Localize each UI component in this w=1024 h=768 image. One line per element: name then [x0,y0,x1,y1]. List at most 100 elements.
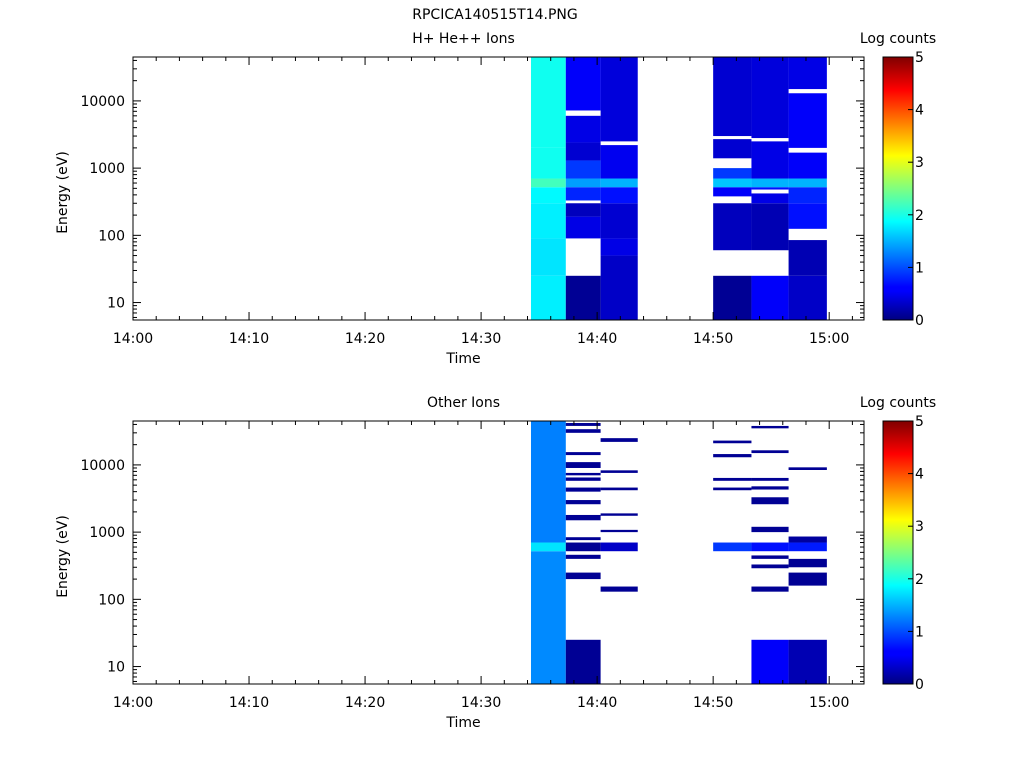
heatmap-cell [751,586,789,592]
heatmap-cell [530,187,566,204]
figure-title: RPCICA140515T14.PNG [412,7,577,23]
heatmap-cell [788,203,827,229]
heatmap-cell [565,500,601,505]
heatmap-cell [565,160,601,179]
heatmap-cell [565,462,601,468]
heatmap-cell [565,423,601,426]
heatmap-cell [565,537,601,541]
colorbar-tick-label: 5 [915,414,924,430]
y-axis-label: Energy (eV) [55,151,71,234]
heatmap-cell [565,275,601,320]
y-tick-label: 1000 [89,161,125,177]
x-tick-label: 14:50 [693,331,733,347]
heatmap-cell [751,497,789,505]
heatmap-cell [600,238,638,256]
colorbar-tick-label: 1 [915,624,924,640]
heatmap-cell [788,572,827,586]
y-tick-label: 10 [107,660,125,676]
x-axis-label: Time [445,351,480,367]
heatmap-cell [530,238,566,276]
heatmap-cell [751,639,789,684]
colorbar [882,420,914,685]
x-tick-label: 14:10 [229,695,269,711]
heatmap-cell [751,275,789,320]
heatmap-cell [600,203,638,239]
heatmap-cell [600,438,638,442]
heatmap-cell [751,450,789,454]
panel-title: H+ He++ Ions [412,31,515,47]
heatmap-cell [788,57,827,90]
y-tick-label: 100 [98,592,125,608]
heatmap-cell [751,141,789,179]
colorbar-label: Log counts [860,395,936,411]
heatmap-cell [530,203,566,239]
heatmap-cell [713,57,752,137]
y-tick-label: 10 [107,296,125,312]
heatmap-cell [713,487,752,491]
colorbar-tick-label: 4 [915,467,924,483]
x-tick-label: 14:00 [113,331,153,347]
heatmap-cell [713,275,752,320]
heatmap-cell [751,542,789,552]
x-tick-label: 14:50 [693,695,733,711]
heatmap-cell [600,586,638,592]
heatmap-cell [565,487,601,492]
x-tick-label: 14:20 [345,695,385,711]
x-tick-label: 14:30 [461,695,501,711]
heatmap-cell [565,178,601,188]
heatmap-cell [788,152,827,179]
heatmap-cell [788,240,827,276]
heatmap-cell [788,639,827,684]
heatmap-cell [600,178,638,188]
heatmap-cell [751,477,789,481]
heatmap-cell [788,93,827,148]
colorbar-tick-label: 3 [915,155,924,171]
x-tick-label: 15:00 [809,695,849,711]
heatmap-cell [713,454,752,458]
heatmap-cell [565,115,601,143]
heatmap-cell [751,526,789,533]
heatmap-cell [788,542,827,552]
heatmap-cell [565,142,601,161]
heatmap-cell [751,486,789,490]
colorbar-tick-label: 5 [915,50,924,66]
heatmap-cell [713,178,752,188]
x-tick-label: 14:20 [345,331,385,347]
heatmap-cell [530,57,566,148]
heatmap-cell [713,187,752,197]
colorbar-label: Log counts [860,31,936,47]
heatmap-cell [565,57,601,111]
heatmap-cell [600,255,638,320]
heatmap-cell [751,193,789,204]
heatmap-cell [530,542,566,552]
colorbar-tick-label: 2 [915,208,924,224]
heatmap-cell [565,514,601,521]
heatmap-cell [565,187,601,201]
heatmap-cell [788,558,827,568]
panel-title: Other Ions [427,395,500,411]
y-axis-label: Energy (eV) [55,515,71,598]
heatmap-cell [565,216,601,239]
colorbar-tick-label: 4 [915,103,924,119]
heatmap-cell [600,529,638,533]
heatmap-cell [788,178,827,188]
heatmap-cell [751,187,789,190]
heatmap-cell [751,564,789,569]
heatmap-cell [530,275,566,320]
colorbar-tick-label: 2 [915,572,924,588]
heatmap-cell [751,425,789,429]
x-tick-label: 14:40 [577,331,617,347]
heatmap-cell [788,536,827,543]
heatmap-cell [751,57,789,139]
x-tick-label: 14:00 [113,695,153,711]
x-tick-label: 14:40 [577,695,617,711]
heatmap-cell [565,472,601,476]
heatmap-cell [565,429,601,433]
colorbar [882,56,914,321]
heatmap-cell [600,513,638,516]
heatmap-cell [751,555,789,559]
x-axis-label: Time [445,715,480,731]
heatmap-cell [713,203,752,251]
heatmap-cell [530,178,566,188]
